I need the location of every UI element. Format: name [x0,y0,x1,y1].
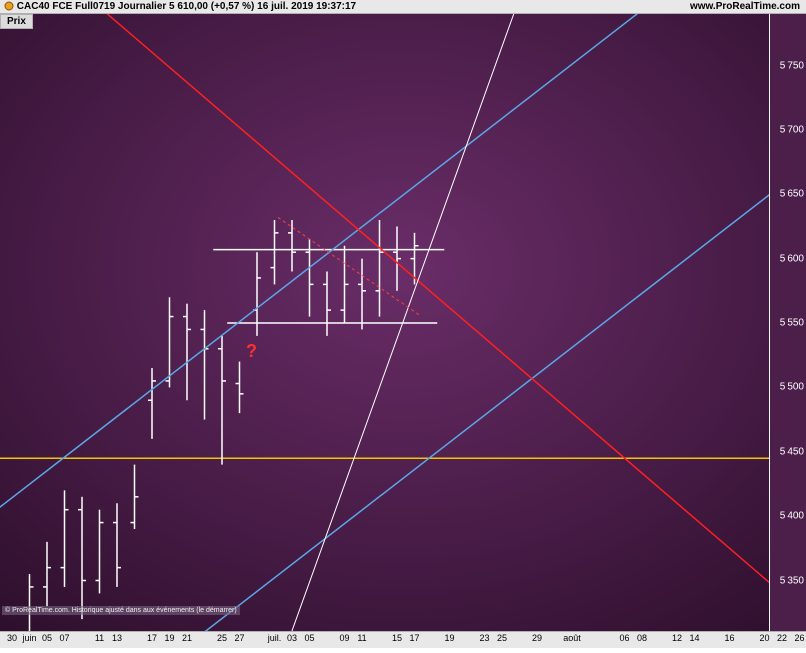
x-tick: 06 [619,633,629,643]
ohlc-bar [306,239,314,316]
ohlc-bar [131,465,139,529]
x-tick: 05 [42,633,52,643]
x-tick: 22 [777,633,787,643]
x-tick: 27 [234,633,244,643]
x-tick: 21 [182,633,192,643]
ohlc-bar [411,233,419,285]
x-tick: 14 [689,633,699,643]
ohlc-bar [236,362,244,414]
x-tick: juil. [268,633,282,643]
x-tick: 08 [637,633,647,643]
x-tick: juin [22,633,36,643]
line-blue-channel-lower [0,194,770,632]
watermark: www.ProRealTime.com [690,1,800,12]
ohlc-bar [393,226,401,290]
ohlc-bar [218,336,226,465]
y-tick: 5 450 [780,446,804,457]
line-red-dashed [278,217,420,315]
ohlc-bar [61,490,69,587]
x-tick: 13 [112,633,122,643]
x-tick: 19 [444,633,454,643]
x-tick: 20 [759,633,769,643]
x-axis: 30 juin 05 07 11 13 17 19 21 25 27 juil. 03 05 09 11 15 1… [0,631,806,648]
y-tick: 5 350 [780,575,804,586]
copyright-notice: © ProRealTime.com. Historique ajusté dan… [2,606,240,615]
chart-svg [0,14,770,632]
y-tick: 5 600 [780,253,804,264]
x-tick: 29 [532,633,542,643]
ohlc-bar [96,510,104,594]
x-tick: 15 [392,633,402,643]
ohlc-bar [376,220,384,317]
line-red-diagonal [0,14,770,583]
ohlc-bar [183,304,191,401]
ohlc-bar [288,220,296,272]
x-tick: 25 [217,633,227,643]
y-tick: 5 700 [780,124,804,135]
y-axis: 5 350 5 400 5 450 5 500 5 550 5 600 5 650 5 700… [769,14,806,632]
y-tick: 5 500 [780,382,804,393]
y-tick: 5 550 [780,318,804,329]
x-tick: 12 [672,633,682,643]
header-title: CAC40 FCE Full0719 Journalier 5 610,00 (… [17,1,356,12]
x-tick: 07 [59,633,69,643]
x-tick: 30 [7,633,17,643]
x-tick: 23 [479,633,489,643]
y-tick: 5 650 [780,189,804,200]
x-tick: 26 [794,633,804,643]
line-blue-channel-upper [0,14,770,523]
ohlc-bar [201,310,209,419]
chart-plot-area[interactable]: ? © ProRealTime.com. Historique ajusté d… [0,14,770,632]
ohlc-bar [341,246,349,323]
ohlc-bar [26,574,34,632]
y-tick: 5 750 [780,60,804,71]
ohlc-bar [43,542,51,606]
x-tick: 25 [497,633,507,643]
x-tick: 05 [304,633,314,643]
x-tick: 19 [164,633,174,643]
y-tick: 5 400 [780,511,804,522]
ohlc-bar [358,259,366,330]
x-tick: 11 [357,633,366,643]
x-tick: 16 [724,633,734,643]
ohlc-bar [78,497,86,619]
x-tick: 17 [147,633,157,643]
x-tick: 09 [339,633,349,643]
ohlc-bar [271,220,279,284]
x-tick: 03 [287,633,297,643]
ohlc-bar [148,368,156,439]
x-tick: août [563,633,581,643]
annotation-question-mark: ? [246,341,257,362]
ohlc-bar [323,272,331,336]
x-tick: 17 [409,633,419,643]
x-tick: 11 [95,633,104,643]
instrument-icon [4,1,14,11]
chart-header: CAC40 FCE Full0719 Journalier 5 610,00 (… [0,0,806,14]
ohlc-bar [113,503,121,587]
